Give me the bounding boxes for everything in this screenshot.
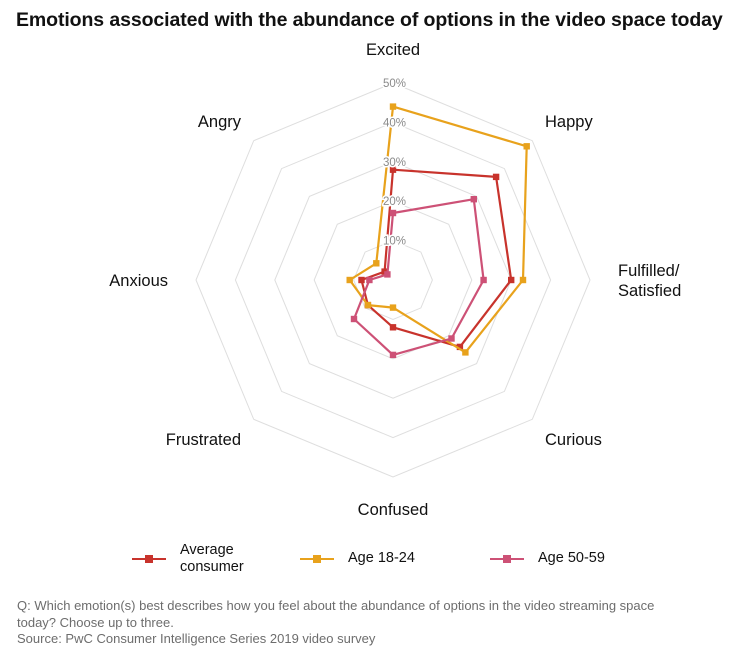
axis-label-anxious: Anxious — [109, 272, 168, 290]
series-line-age-50-59 — [352, 198, 485, 356]
data-point-age-18-24-curious — [462, 349, 469, 356]
legend-swatch-18-24 — [300, 553, 334, 565]
legend-label-18-24: Age 18-24 — [348, 550, 415, 566]
series-age-50-59 — [350, 196, 487, 359]
data-point-age-50-59-frustrated — [350, 315, 358, 323]
series-line-age-18-24 — [348, 105, 528, 354]
data-point-age-18-24-excited — [389, 103, 397, 110]
data-point-age-50-59-anxious — [366, 276, 373, 284]
tick-label-30: 30% — [383, 157, 406, 169]
data-point-age-18-24-anxious — [346, 276, 353, 284]
data-point-average-consumer-anxious — [358, 276, 365, 284]
axis-label-confused: Confused — [358, 501, 429, 519]
axis-label-fulfilled-satisfied: Fulfilled/Satisfied — [618, 262, 681, 300]
data-point-age-18-24-angry — [373, 260, 380, 267]
data-point-age-50-59-happy — [470, 196, 477, 203]
grid-ring-40 — [234, 121, 552, 439]
footnote: Q: Which emotion(s) best describes how y… — [17, 598, 737, 648]
data-point-age-18-24-frustrated — [364, 301, 372, 309]
tick-label-10: 10% — [383, 236, 406, 248]
footnote-question-line-1: Q: Which emotion(s) best describes how y… — [17, 598, 655, 613]
grid-ring-30 — [274, 161, 512, 399]
chart-title: Emotions associated with the abundance o… — [16, 9, 723, 31]
legend-item-age-18-24: Age 18-24 — [300, 550, 415, 567]
axis-label-curious: Curious — [545, 431, 602, 449]
legend-item-age-50-59: Age 50-59 — [490, 550, 605, 567]
legend-swatch-average — [132, 553, 166, 565]
legend-label-50-59: Age 50-59 — [538, 550, 605, 566]
series-age-18-24 — [346, 103, 530, 356]
data-point-age-50-59-confused — [389, 351, 397, 359]
axis-label-angry: Angry — [198, 113, 242, 131]
legend-item-average-consumer: Average consumer — [132, 542, 244, 576]
axis-label-frustrated: Frustrated — [166, 431, 241, 449]
grid-ring-10 — [353, 240, 433, 320]
radar-chart: 10% 20% 30% 40% 50% Excited Happy Fulfilled/Sat… — [109, 41, 681, 519]
tick-label-50: 50% — [383, 78, 406, 90]
data-point-average-consumer-curious — [456, 343, 464, 351]
footnote-source: Source: PwC Consumer Intelligence Series… — [17, 631, 376, 646]
data-point-average-consumer-confused — [389, 324, 397, 331]
tick-label-20: 20% — [383, 196, 406, 208]
legend-label-average: Average consumer — [180, 542, 244, 575]
tick-label-40: 40% — [383, 117, 406, 129]
data-point-age-50-59-fulfilled-satisfied — [480, 276, 487, 284]
data-point-average-consumer-excited — [389, 166, 397, 173]
legend: Average consumer Age 18-24 Age 50-59 — [0, 540, 750, 580]
data-point-average-consumer-happy — [492, 173, 500, 181]
data-point-age-50-59-angry — [384, 271, 391, 278]
radar-grid — [195, 82, 591, 478]
data-point-average-consumer-fulfilled-satisfied — [508, 276, 515, 284]
legend-swatch-50-59 — [490, 553, 524, 565]
data-point-age-18-24-fulfilled-satisfied — [519, 276, 527, 284]
grid-ring-20 — [313, 200, 473, 360]
data-point-age-18-24-confused — [389, 304, 397, 311]
data-point-age-18-24-happy — [523, 143, 530, 150]
data-point-age-50-59-excited — [389, 209, 397, 217]
data-point-age-50-59-curious — [448, 335, 455, 342]
footnote-question-line-2: today? Choose up to three. — [17, 614, 174, 630]
axis-label-happy: Happy — [545, 113, 593, 131]
axis-label-excited: Excited — [366, 41, 420, 59]
grid-ring-50 — [195, 82, 591, 478]
series-average-consumer — [358, 166, 515, 351]
